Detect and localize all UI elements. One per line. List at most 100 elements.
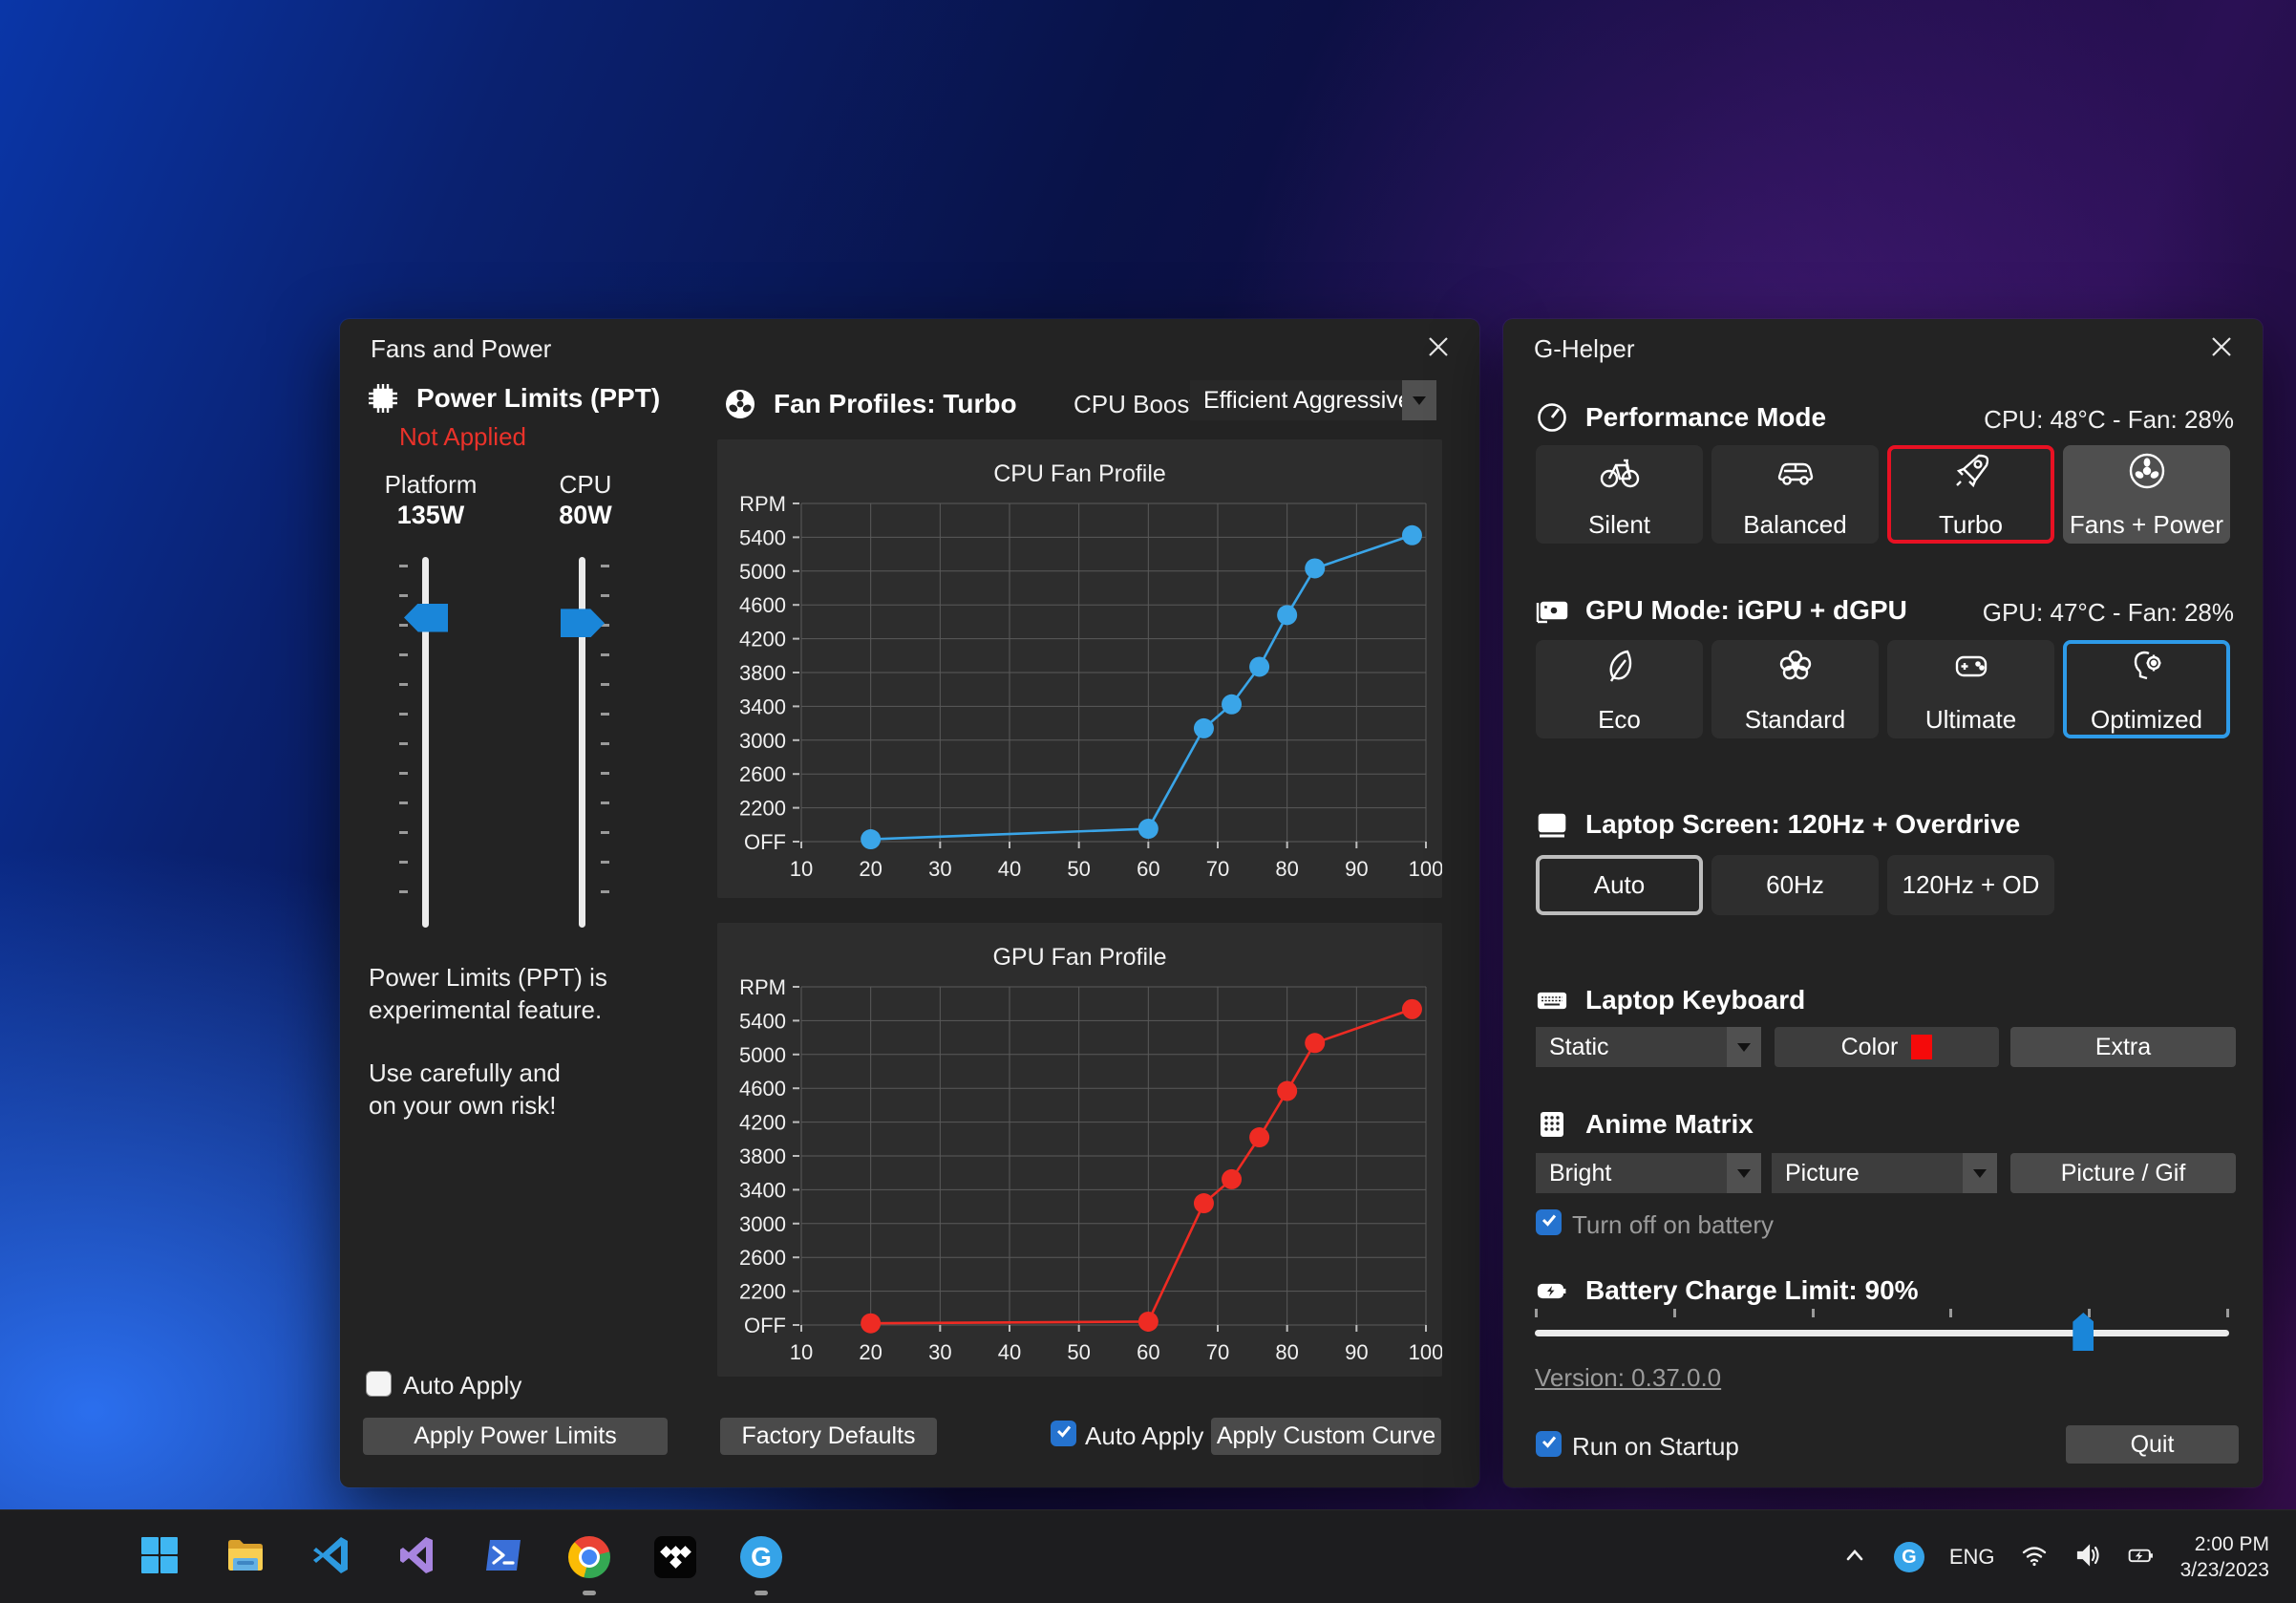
- gpu-fan-chart[interactable]: RPM 5400 5000 4600 4200 3800 3400 3000 2600 2200 O…: [717, 975, 1443, 1376]
- svg-text:2200: 2200: [739, 797, 786, 821]
- rocket-icon: [1950, 450, 1992, 497]
- svg-text:40: 40: [998, 857, 1021, 881]
- chevron-down-icon[interactable]: [1727, 1027, 1761, 1067]
- gpu-mode-heading-label: GPU Mode: iGPU + dGPU: [1585, 595, 1907, 625]
- chrome-button[interactable]: [565, 1527, 613, 1595]
- svg-text:90: 90: [1345, 1340, 1368, 1364]
- apply-custom-curve-label: Apply Custom Curve: [1216, 1422, 1436, 1449]
- perf-mode-balanced-label: Balanced: [1743, 509, 1847, 539]
- volume-icon[interactable]: [2073, 1541, 2102, 1574]
- apply-power-limits-label: Apply Power Limits: [414, 1422, 617, 1449]
- cpu-temp-status: CPU: 48°C - Fan: 28%: [1984, 405, 2234, 434]
- fans-power-button[interactable]: Fans + Power: [2063, 445, 2230, 544]
- svg-text:4200: 4200: [739, 628, 786, 652]
- gpu-mode-optimized-label: Optimized: [2090, 704, 2203, 734]
- fans-window-close-button[interactable]: [1422, 332, 1455, 365]
- flower-icon: [1775, 645, 1817, 692]
- version-link[interactable]: Version: 0.37.0.0: [1535, 1363, 1722, 1392]
- gpu-mode-eco-button[interactable]: Eco: [1536, 640, 1703, 738]
- apply-custom-curve-button[interactable]: Apply Custom Curve: [1211, 1418, 1441, 1455]
- g-helper-tray-icon[interactable]: G: [1893, 1542, 1924, 1572]
- laptop-keyboard-heading-label: Laptop Keyboard: [1585, 985, 1806, 1015]
- fans-window-titlebar[interactable]: Fans and Power: [340, 319, 1479, 374]
- perf-mode-turbo-button[interactable]: Turbo: [1887, 445, 2054, 544]
- keyboard-mode-dropdown[interactable]: Static: [1536, 1027, 1761, 1067]
- battery-slider-track[interactable]: [1535, 1330, 2229, 1336]
- svg-text:5400: 5400: [739, 1009, 786, 1033]
- file-explorer-button[interactable]: [222, 1527, 269, 1588]
- cpu-slider-thumb[interactable]: [561, 609, 605, 638]
- g-helper-window: G-Helper Performance Mode CPU: 48°C - Fa…: [1503, 319, 2263, 1487]
- svg-text:60: 60: [1137, 1340, 1159, 1364]
- gpu-mode-heading: GPU Mode: iGPU + dGPU: [1534, 592, 1907, 629]
- visual-studio-button[interactable]: [393, 1527, 441, 1588]
- note-line-1: Power Limits (PPT) is: [369, 963, 607, 992]
- cpu-fan-chart[interactable]: RPM 5400 5000 4600 4200 3800 3400 3000 2600 2200 O…: [717, 492, 1443, 892]
- language-indicator[interactable]: ENG: [1948, 1545, 1995, 1569]
- perf-mode-balanced-button[interactable]: Balanced: [1711, 445, 1879, 544]
- cpu-power-slider[interactable]: [554, 557, 611, 928]
- anime-picture-gif-button[interactable]: Picture / Gif: [2010, 1153, 2236, 1193]
- leaf-icon: [1599, 645, 1641, 692]
- folder-icon: [223, 1533, 267, 1582]
- quit-button[interactable]: Quit: [2066, 1425, 2239, 1464]
- curve-auto-apply-label: Auto Apply: [1085, 1421, 1204, 1450]
- cpu-boost-dropdown[interactable]: Efficient Aggressive: [1190, 380, 1436, 420]
- start-button[interactable]: [136, 1527, 183, 1588]
- power-limits-status: Not Applied: [399, 422, 526, 451]
- wifi-icon[interactable]: [2020, 1541, 2049, 1574]
- g-helper-taskbar-button[interactable]: G: [737, 1527, 785, 1595]
- run-on-startup-label: Run on Startup: [1572, 1432, 1739, 1461]
- tray-chevron-up-icon[interactable]: [1840, 1541, 1869, 1574]
- gpu-mode-optimized-button[interactable]: Optimized: [2063, 640, 2230, 738]
- anime-brightness-dropdown[interactable]: Bright: [1536, 1153, 1761, 1193]
- battery-slider-thumb[interactable]: [2073, 1313, 2094, 1351]
- battery-limit-slider[interactable]: [1535, 1309, 2229, 1353]
- vscode-button[interactable]: [308, 1527, 355, 1588]
- svg-text:4200: 4200: [739, 1111, 786, 1135]
- powershell-icon: [481, 1533, 525, 1582]
- close-icon: [1428, 336, 1449, 362]
- keyboard-color-button[interactable]: Color: [1775, 1027, 1999, 1067]
- chevron-down-icon[interactable]: [1963, 1153, 1997, 1193]
- gauge-icon: [1534, 399, 1570, 436]
- gpu-mode-ultimate-button[interactable]: Ultimate: [1887, 640, 2054, 738]
- perf-mode-silent-button[interactable]: Silent: [1536, 445, 1703, 544]
- keyboard-extra-button[interactable]: Extra: [2010, 1027, 2236, 1067]
- chevron-down-icon[interactable]: [1727, 1153, 1761, 1193]
- power-auto-apply-checkbox[interactable]: [366, 1371, 392, 1397]
- curve-auto-apply-checkbox[interactable]: [1051, 1421, 1076, 1446]
- apply-power-limits-button[interactable]: Apply Power Limits: [363, 1418, 668, 1455]
- svg-text:70: 70: [1206, 857, 1229, 881]
- gpu-mode-standard-button[interactable]: Standard: [1711, 640, 1879, 738]
- ghelper-window-title: G-Helper: [1534, 334, 1635, 363]
- anime-mode-dropdown[interactable]: Picture: [1772, 1153, 1997, 1193]
- svg-text:RPM: RPM: [739, 979, 786, 999]
- platform-power-slider[interactable]: [397, 557, 455, 928]
- run-on-startup-checkbox[interactable]: [1536, 1431, 1562, 1457]
- close-icon: [2211, 336, 2232, 362]
- screen-auto-label: Auto: [1593, 870, 1646, 899]
- anime-battery-checkbox[interactable]: [1536, 1209, 1562, 1235]
- cpu-slider-track[interactable]: [579, 557, 585, 928]
- platform-slider-ticks: [399, 565, 408, 920]
- chevron-down-icon[interactable]: [1402, 380, 1436, 420]
- visual-studio-icon: [395, 1533, 439, 1582]
- tidal-button[interactable]: [651, 1527, 699, 1588]
- cpu-boost-label: CPU Boost: [1074, 390, 1197, 418]
- laptop-screen-heading: Laptop Screen: 120Hz + Overdrive: [1534, 806, 2020, 843]
- svg-text:4600: 4600: [739, 593, 786, 617]
- taskbar-clock[interactable]: 2:00 PM 3/23/2023: [2180, 1531, 2269, 1583]
- screen-60hz-button[interactable]: 60Hz: [1711, 855, 1879, 915]
- screen-120hz-button[interactable]: 120Hz + OD: [1887, 855, 2054, 915]
- screen-auto-button[interactable]: Auto: [1536, 855, 1703, 915]
- platform-slider-track[interactable]: [422, 557, 429, 928]
- battery-tray-icon[interactable]: [2127, 1541, 2156, 1574]
- terminal-button[interactable]: [479, 1527, 527, 1588]
- ghelper-close-button[interactable]: [2205, 332, 2238, 365]
- battery-bolt-icon: [1534, 1272, 1570, 1309]
- platform-slider-thumb[interactable]: [404, 603, 448, 632]
- factory-defaults-button[interactable]: Factory Defaults: [720, 1418, 937, 1455]
- dot-matrix-icon: [1534, 1106, 1570, 1143]
- ghelper-titlebar[interactable]: G-Helper: [1503, 319, 2263, 374]
